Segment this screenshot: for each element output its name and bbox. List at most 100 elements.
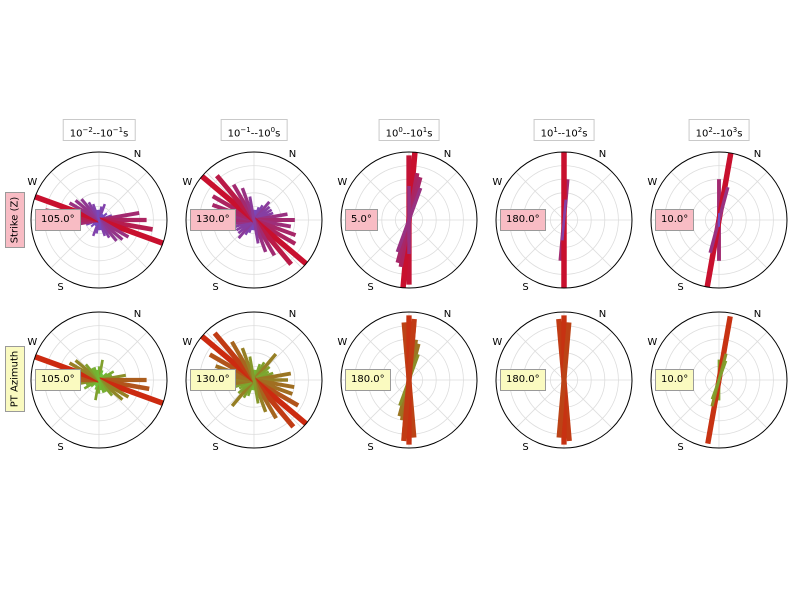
- polar-outline: [495, 311, 633, 449]
- row-label-text: Strike (Z): [9, 196, 21, 244]
- period-label-base1: 10: [385, 128, 399, 140]
- compass-south-label: S: [367, 442, 373, 453]
- period-label-unit: s: [427, 128, 433, 140]
- polar-outline: [650, 311, 788, 449]
- compass-north-label: N: [444, 149, 451, 160]
- compass-west-label: W: [647, 177, 657, 188]
- rose-panel: N W S: [182, 309, 323, 453]
- period-label-unit: s: [582, 128, 588, 140]
- compass-west-label: W: [27, 337, 37, 348]
- period-label-base2: 10: [100, 128, 113, 140]
- period-label-exp2: 0: [270, 126, 276, 134]
- period-label-base2: 10: [257, 128, 271, 140]
- compass-south-label: S: [212, 442, 218, 453]
- period-label-base2: 10: [720, 128, 733, 140]
- period-label: 101--102s: [533, 119, 595, 141]
- polar-outline: [495, 151, 633, 289]
- grid-spoke: [360, 379, 410, 429]
- compass-west-label: W: [337, 177, 347, 188]
- compass-north-label: N: [134, 309, 141, 320]
- rose-bar: [248, 196, 256, 221]
- median-value-box: 130.0°: [190, 369, 236, 391]
- rose-bar: [717, 186, 730, 221]
- grid-spoke: [360, 331, 410, 381]
- rose-bar: [34, 354, 100, 383]
- compass-north-label: N: [754, 309, 761, 320]
- rose-bar: [98, 217, 164, 246]
- period-label-unit: s: [275, 128, 281, 140]
- compass-west-label: W: [182, 177, 192, 188]
- polar-outline: [185, 311, 323, 449]
- compass-west-label: W: [492, 337, 502, 348]
- grid-spoke: [408, 171, 458, 221]
- polar-outline: [30, 151, 168, 289]
- compass-south-label: S: [522, 282, 528, 293]
- rose-panel: N W S: [647, 309, 788, 453]
- compass-south-label: S: [212, 282, 218, 293]
- compass-south-label: S: [57, 282, 63, 293]
- period-label-exp2: 2: [577, 126, 583, 134]
- rose-bar: [97, 379, 102, 391]
- median-value-box: 105.0°: [35, 209, 81, 231]
- grid-spoke: [563, 171, 613, 221]
- polar-outline: [340, 151, 478, 289]
- compass-west-label: W: [337, 337, 347, 348]
- grid-spoke: [563, 379, 613, 429]
- rose-bar: [98, 377, 164, 406]
- median-value-box: 5.0°: [345, 209, 378, 231]
- compass-north-label: N: [134, 149, 141, 160]
- rose-panel: N W S: [337, 149, 478, 293]
- median-value-box: 130.0°: [190, 209, 236, 231]
- period-label-sep: --: [712, 128, 720, 140]
- rose-bar: [96, 209, 101, 221]
- rose-panel: N W S: [182, 149, 323, 293]
- period-label-exp2: 3: [732, 126, 738, 134]
- compass-north-label: N: [289, 149, 296, 160]
- rose-panel: N W S: [337, 309, 478, 453]
- compass-south-label: S: [367, 282, 373, 293]
- rose-bar: [252, 379, 260, 404]
- compass-south-label: S: [522, 442, 528, 453]
- rose-bar: [252, 219, 260, 244]
- grid-spoke: [718, 219, 768, 269]
- median-value-box: 180.0°: [500, 209, 546, 231]
- compass-west-label: W: [27, 177, 37, 188]
- rose-panel: N W S: [647, 149, 788, 293]
- grid-spoke: [670, 379, 720, 429]
- compass-south-label: S: [677, 442, 683, 453]
- compass-north-label: N: [754, 149, 761, 160]
- polar-outline: [185, 151, 323, 289]
- grid-spoke: [718, 171, 768, 221]
- grid-spoke: [670, 219, 720, 269]
- rose-bar: [556, 379, 567, 438]
- median-value-box: 10.0°: [655, 209, 695, 231]
- compass-south-label: S: [57, 442, 63, 453]
- grid-spoke: [718, 379, 768, 429]
- rose-bar: [708, 219, 721, 254]
- period-label-base1: 10: [540, 128, 554, 140]
- grid-spoke: [408, 331, 458, 381]
- median-value-box: 10.0°: [655, 369, 695, 391]
- rose-bar: [561, 322, 572, 381]
- period-label: 102--103s: [688, 119, 750, 141]
- period-label-unit: s: [737, 128, 743, 140]
- compass-west-label: W: [492, 177, 502, 188]
- grid-spoke: [515, 331, 565, 381]
- rose-bar: [96, 369, 101, 381]
- period-label-exp1: −2: [82, 126, 93, 134]
- period-label-exp1: −1: [240, 126, 251, 134]
- period-label-unit: s: [123, 128, 129, 140]
- rose-bar: [560, 219, 566, 241]
- period-label-base1: 10: [695, 128, 709, 140]
- compass-north-label: N: [599, 309, 606, 320]
- period-label: 10−2--10−1s: [62, 119, 136, 141]
- compass-north-label: N: [444, 309, 451, 320]
- median-value-box: 180.0°: [500, 369, 546, 391]
- period-label-exp1: 0: [398, 126, 403, 134]
- rose-bar: [401, 379, 412, 442]
- rose-bar: [710, 379, 721, 400]
- grid-spoke: [408, 379, 458, 429]
- grid-spoke: [408, 219, 458, 269]
- grid-spoke: [98, 331, 148, 381]
- period-label-base1: 10: [227, 128, 241, 140]
